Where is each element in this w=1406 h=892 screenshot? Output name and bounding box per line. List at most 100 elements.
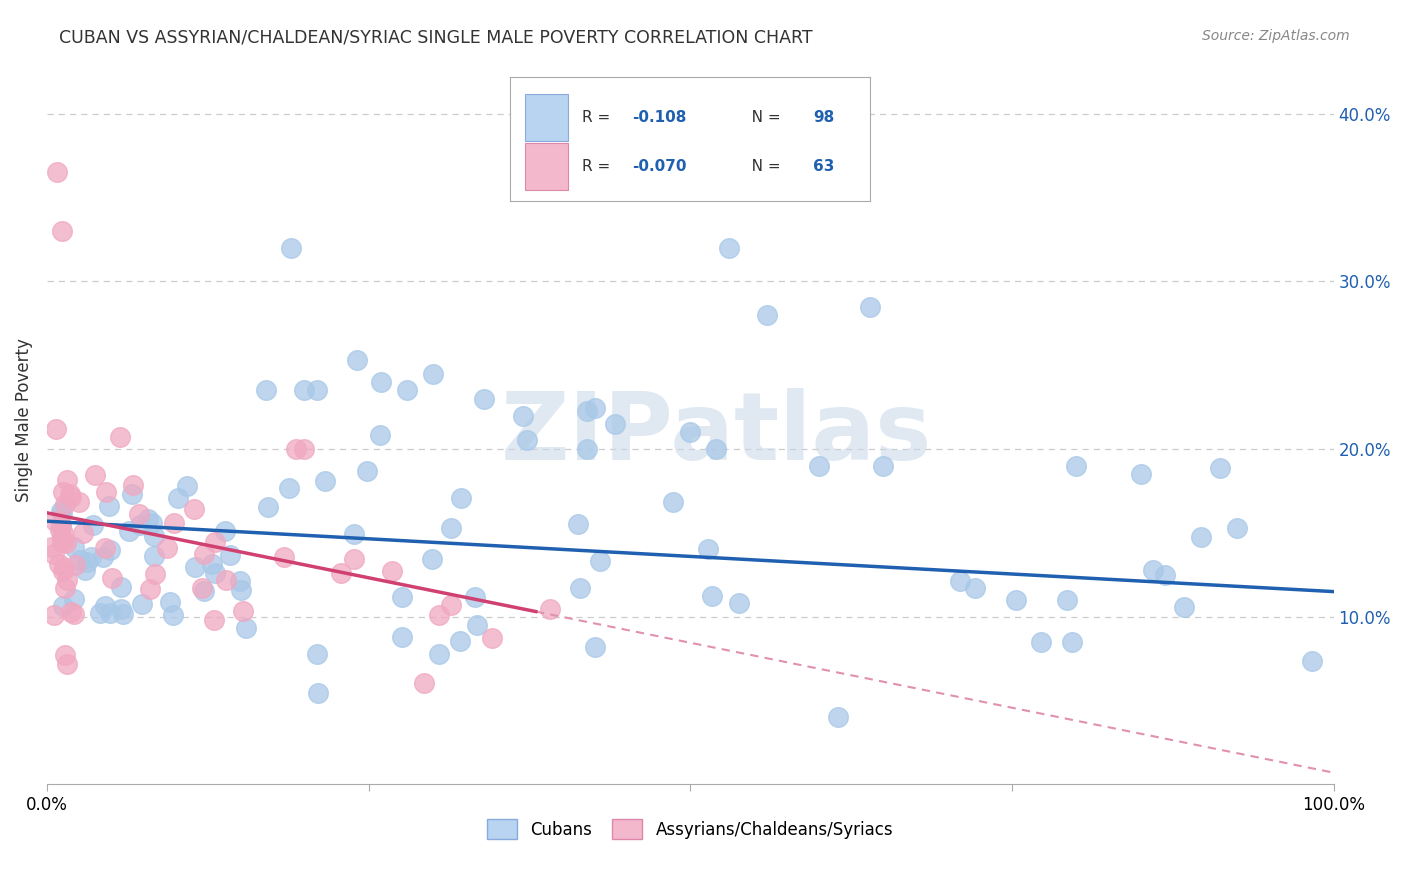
Point — [53, 581, 76, 595]
Point — [44, 514, 66, 528]
Point — [131, 597, 153, 611]
Point — [583, 640, 606, 654]
Point — [346, 352, 368, 367]
Point — [314, 474, 336, 488]
Point — [63, 607, 86, 622]
Point — [193, 583, 215, 598]
Point — [142, 549, 165, 563]
Point — [53, 560, 76, 574]
Point — [576, 442, 599, 456]
Point — [512, 409, 534, 423]
Point — [49, 518, 72, 533]
Point — [1060, 635, 1083, 649]
Point — [218, 548, 240, 562]
Point — [204, 535, 226, 549]
Point — [162, 608, 184, 623]
Point — [49, 520, 72, 534]
Point — [76, 555, 98, 569]
Point — [141, 516, 163, 531]
Point — [661, 495, 683, 509]
Point — [101, 571, 124, 585]
Point — [193, 547, 215, 561]
Point — [53, 497, 76, 511]
Point — [176, 479, 198, 493]
Point — [516, 433, 538, 447]
Point — [450, 491, 472, 505]
Point — [202, 613, 225, 627]
Point — [396, 384, 419, 398]
Point — [603, 417, 626, 431]
Point — [122, 478, 145, 492]
Legend: Cubans, Assyrians/Chaldeans/Syriacs: Cubans, Assyrians/Chaldeans/Syriacs — [481, 813, 900, 846]
Point — [1005, 593, 1028, 607]
Point — [98, 542, 121, 557]
Point — [52, 484, 75, 499]
Point — [963, 582, 986, 596]
Text: CUBAN VS ASSYRIAN/CHALDEAN/SYRIAC SINGLE MALE POVERTY CORRELATION CHART: CUBAN VS ASSYRIAN/CHALDEAN/SYRIAC SINGLE… — [59, 29, 813, 46]
Point — [65, 558, 87, 573]
Point — [156, 541, 179, 555]
Point — [278, 481, 301, 495]
Point — [307, 685, 329, 699]
Point — [1064, 458, 1087, 473]
Point — [100, 606, 122, 620]
Point — [98, 500, 121, 514]
Point — [55, 473, 77, 487]
Point — [343, 526, 366, 541]
Point — [51, 507, 73, 521]
Point — [696, 542, 718, 557]
Point — [59, 487, 82, 501]
Point — [93, 599, 115, 614]
Point — [60, 490, 83, 504]
Point — [464, 590, 486, 604]
Point — [52, 525, 75, 540]
Point — [62, 540, 84, 554]
Point — [273, 549, 295, 564]
Point — [330, 566, 353, 581]
Point — [184, 560, 207, 574]
Point — [1129, 467, 1152, 482]
Point — [128, 508, 150, 522]
Point — [481, 632, 503, 646]
Text: Source: ZipAtlas.com: Source: ZipAtlas.com — [1202, 29, 1350, 43]
Point — [52, 533, 75, 548]
Point — [52, 599, 75, 613]
Point — [204, 566, 226, 580]
Text: ZIPatlas: ZIPatlas — [501, 388, 932, 481]
Point — [73, 563, 96, 577]
Point — [52, 564, 75, 578]
Point — [1208, 461, 1230, 475]
Point — [583, 401, 606, 416]
Point — [51, 531, 73, 545]
Point — [727, 596, 749, 610]
Point — [307, 384, 329, 398]
Point — [567, 516, 589, 531]
Point — [254, 384, 277, 398]
Point — [370, 375, 392, 389]
Point — [467, 617, 489, 632]
Point — [704, 442, 727, 456]
Point — [67, 495, 90, 509]
Point — [143, 566, 166, 581]
Point — [94, 541, 117, 555]
Point — [91, 549, 114, 564]
Point — [391, 630, 413, 644]
Point — [872, 458, 894, 473]
Point — [142, 529, 165, 543]
Point — [46, 165, 69, 179]
Point — [413, 675, 436, 690]
Point — [121, 486, 143, 500]
Point — [83, 468, 105, 483]
Point — [235, 621, 257, 635]
Point — [368, 428, 391, 442]
Point — [1056, 593, 1078, 607]
Point — [201, 558, 224, 572]
Point — [82, 518, 104, 533]
Point — [391, 591, 413, 605]
Point — [292, 384, 315, 398]
Point — [214, 524, 236, 538]
Point — [807, 458, 830, 473]
Point — [440, 598, 463, 612]
Point — [232, 604, 254, 618]
Point — [96, 484, 118, 499]
